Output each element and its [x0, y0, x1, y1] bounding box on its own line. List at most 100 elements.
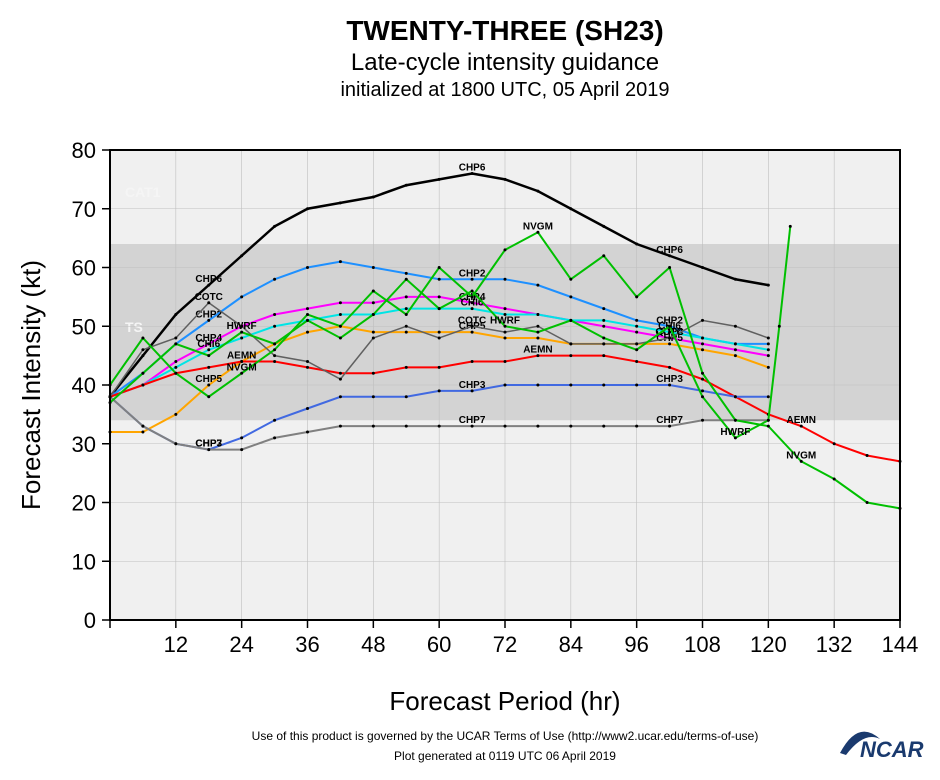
- series-point: [306, 431, 309, 434]
- series-point: [668, 266, 671, 269]
- series-point: [306, 207, 309, 210]
- series-point: [602, 337, 605, 340]
- series-point: [635, 342, 638, 345]
- ytick-label: 30: [72, 432, 96, 457]
- series-point: [734, 419, 737, 422]
- series-point: [273, 348, 276, 351]
- xtick-label: 12: [164, 632, 188, 657]
- series-point: [602, 354, 605, 357]
- series-point: [635, 425, 638, 428]
- series-point: [569, 354, 572, 357]
- series-label-CHP3: CHP3: [459, 380, 486, 391]
- series-point: [602, 325, 605, 328]
- series-point: [602, 425, 605, 428]
- series-point: [438, 266, 441, 269]
- series-point: [833, 478, 836, 481]
- series-label-NVGM: NVGM: [523, 221, 553, 232]
- series-point: [339, 313, 342, 316]
- ytick-label: 80: [72, 138, 96, 163]
- chart-svg: TWENTY-THREE (SH23)Late-cycle intensity …: [0, 0, 940, 780]
- series-point: [767, 395, 770, 398]
- series-point: [273, 354, 276, 357]
- series-point: [569, 319, 572, 322]
- series-point: [471, 360, 474, 363]
- xtick-label: 72: [493, 632, 517, 657]
- series-point: [734, 342, 737, 345]
- series-point: [504, 178, 507, 181]
- series-point: [372, 266, 375, 269]
- series-point: [504, 337, 507, 340]
- series-point: [405, 313, 408, 316]
- series-point: [701, 337, 704, 340]
- series-point: [438, 425, 441, 428]
- series-point: [767, 354, 770, 357]
- series-point: [438, 278, 441, 281]
- series-point: [438, 178, 441, 181]
- series-point: [306, 366, 309, 369]
- series-label-CHP6: CHP6: [656, 245, 683, 256]
- ncar-logo: NCAR: [840, 732, 924, 762]
- x-axis-label: Forecast Period (hr): [389, 686, 620, 716]
- series-point: [339, 260, 342, 263]
- series-point: [504, 307, 507, 310]
- series-label-CHP7: CHP7: [459, 415, 486, 426]
- series-label-CHP2: CHP2: [459, 268, 486, 279]
- series-point: [372, 196, 375, 199]
- ytick-label: 10: [72, 549, 96, 574]
- series-point: [240, 295, 243, 298]
- series-point: [504, 384, 507, 387]
- series-point: [438, 307, 441, 310]
- series-label-AEMN: AEMN: [523, 345, 552, 356]
- series-point: [635, 243, 638, 246]
- series-point: [701, 395, 704, 398]
- series-point: [273, 436, 276, 439]
- series-point: [207, 366, 210, 369]
- series-point: [405, 395, 408, 398]
- series-point: [273, 313, 276, 316]
- series-label-CHP5: CHP5: [195, 374, 222, 385]
- series-point: [569, 425, 572, 428]
- series-point: [174, 366, 177, 369]
- series-point: [668, 366, 671, 369]
- series-point: [372, 313, 375, 316]
- series-label-AEMN: AEMN: [227, 351, 256, 362]
- series-point: [141, 354, 144, 357]
- series-point: [339, 337, 342, 340]
- series-point: [833, 442, 836, 445]
- series-point: [734, 395, 737, 398]
- series-point: [767, 348, 770, 351]
- series-point: [438, 389, 441, 392]
- series-label-HWRF: HWRF: [720, 427, 750, 438]
- series-point: [866, 501, 869, 504]
- series-point: [240, 448, 243, 451]
- series-point: [602, 307, 605, 310]
- series-point: [240, 436, 243, 439]
- series-label-CHP3: CHP3: [656, 374, 683, 385]
- series-point: [141, 425, 144, 428]
- series-point: [306, 360, 309, 363]
- series-point: [273, 325, 276, 328]
- series-point: [767, 419, 770, 422]
- xtick-label: 24: [229, 632, 253, 657]
- series-point: [504, 425, 507, 428]
- series-point: [405, 184, 408, 187]
- series-point: [306, 307, 309, 310]
- footer-terms: Use of this product is governed by the U…: [252, 729, 759, 743]
- series-point: [306, 407, 309, 410]
- series-point: [569, 207, 572, 210]
- series-point: [273, 225, 276, 228]
- xtick-label: 48: [361, 632, 385, 657]
- title-main: TWENTY-THREE (SH23): [346, 15, 663, 46]
- ytick-label: 70: [72, 197, 96, 222]
- series-point: [339, 372, 342, 375]
- xtick-label: 120: [750, 632, 787, 657]
- title-sub2: initialized at 1800 UTC, 05 April 2019: [340, 79, 669, 101]
- ytick-label: 40: [72, 373, 96, 398]
- series-label-CHP6: CHP6: [459, 163, 486, 174]
- series-point: [635, 331, 638, 334]
- series-point: [273, 419, 276, 422]
- series-point: [240, 337, 243, 340]
- series-point: [174, 360, 177, 363]
- series-point: [339, 378, 342, 381]
- series-point: [141, 372, 144, 375]
